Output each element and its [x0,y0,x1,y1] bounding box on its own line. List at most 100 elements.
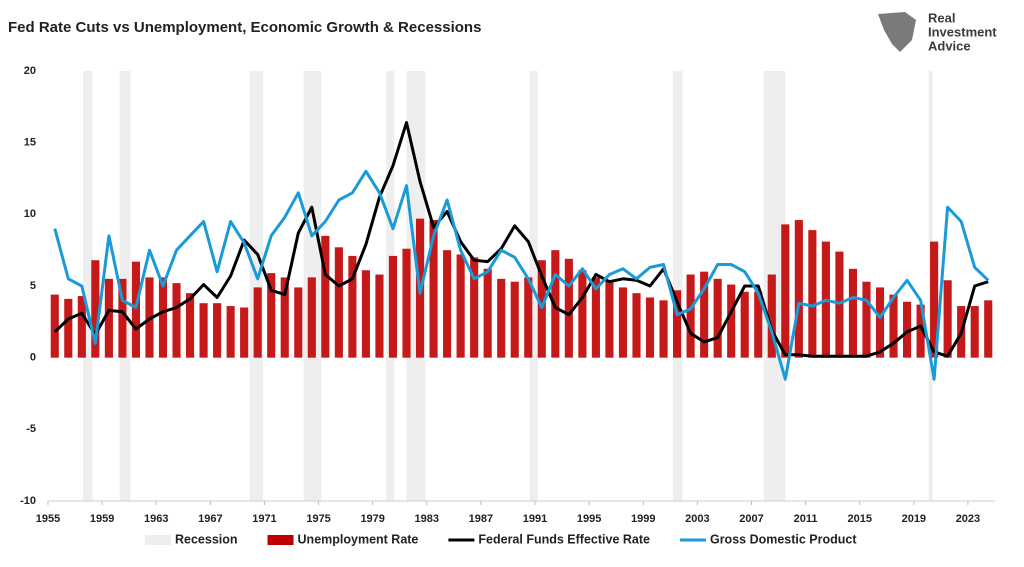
y-tick-label: -10 [20,495,36,507]
bar [767,274,776,358]
x-tick-label: 1995 [577,513,601,525]
bar [361,270,370,358]
bar [673,290,682,358]
bar [781,224,790,358]
bar [524,277,533,358]
bar [64,298,73,358]
bar [605,280,614,358]
bar [564,258,573,358]
x-tick-label: 1967 [198,513,222,525]
bar [875,287,885,358]
logo-text: Advice [928,38,971,53]
x-tick-label: 1999 [631,513,655,525]
x-tick-label: 1975 [306,513,330,525]
logo-icon [878,12,916,52]
recession [529,71,538,501]
bar [388,255,398,358]
recession [673,71,683,501]
bar [848,268,858,358]
bar [659,300,668,358]
logo-text: Real [928,10,955,25]
x-tick-label: 1983 [415,513,439,525]
bar [294,287,303,358]
bar [686,274,695,358]
logo-text: Investment [928,24,997,39]
bar [903,301,912,358]
bar [862,281,871,358]
bar [740,291,749,358]
x-tick-label: 2011 [794,513,818,525]
bar [348,255,357,358]
legend-swatch [145,535,171,545]
bar [510,281,519,358]
bar [984,300,993,358]
legend-label: Unemployment Rate [298,532,419,546]
x-tick-label: 1987 [469,513,493,525]
bar [321,235,330,358]
x-tick-label: 2019 [902,513,926,525]
bar [240,307,249,358]
x-tick-label: 2007 [739,513,763,525]
bar [131,261,140,358]
x-tick-label: 1991 [523,513,547,525]
bar [118,278,127,358]
line [53,121,989,358]
legend-label: Recession [175,532,238,546]
bar [618,287,628,358]
x-tick-label: 1955 [36,513,60,525]
x-tick-label: 1959 [90,513,114,525]
bar [213,303,222,358]
bar [226,306,235,358]
bar [889,294,898,358]
y-tick-label: 15 [24,137,36,149]
bar [402,248,411,358]
y-tick-label: -5 [26,423,36,435]
x-tick-label: 1971 [252,513,276,525]
bar [185,293,195,358]
legend-label: Federal Funds Effective Rate [478,532,650,546]
bar [470,257,479,358]
chart-title: Fed Rate Cuts vs Unemployment, Economic … [8,19,481,36]
bar [375,274,384,358]
y-tick-label: 10 [24,208,36,220]
bar [77,296,86,358]
bar [497,278,506,358]
bar [943,280,952,358]
bar [794,220,803,358]
bar [158,277,168,358]
bar [443,250,452,358]
bar [970,306,979,358]
bar [334,247,343,358]
x-tick-label: 1979 [360,513,384,525]
y-tick-label: 0 [30,352,36,364]
legend-label: Gross Domestic Product [710,532,857,546]
bar [808,230,817,358]
x-tick-label: 2003 [685,513,709,525]
y-tick-label: 5 [30,280,36,292]
bar [754,291,763,358]
bar [91,260,100,358]
bar [280,277,289,358]
bar [713,278,722,358]
logo: Real Investment Advice [878,10,997,53]
bar [591,277,600,358]
bar [307,277,316,358]
line [53,169,990,381]
y-tick-label: 20 [24,65,36,77]
bar [199,303,208,358]
bar [645,297,655,358]
bar [253,287,262,358]
recession [249,71,264,501]
bar [104,278,113,358]
bar [172,283,181,358]
x-tick-label: 2015 [847,513,871,525]
recession [83,71,93,501]
bar [483,268,492,358]
x-tick-label: 2023 [956,513,980,525]
x-tick-label: 1963 [144,513,168,525]
bar [700,271,709,358]
bar [456,254,465,358]
bar [50,294,59,358]
bar [632,293,641,358]
